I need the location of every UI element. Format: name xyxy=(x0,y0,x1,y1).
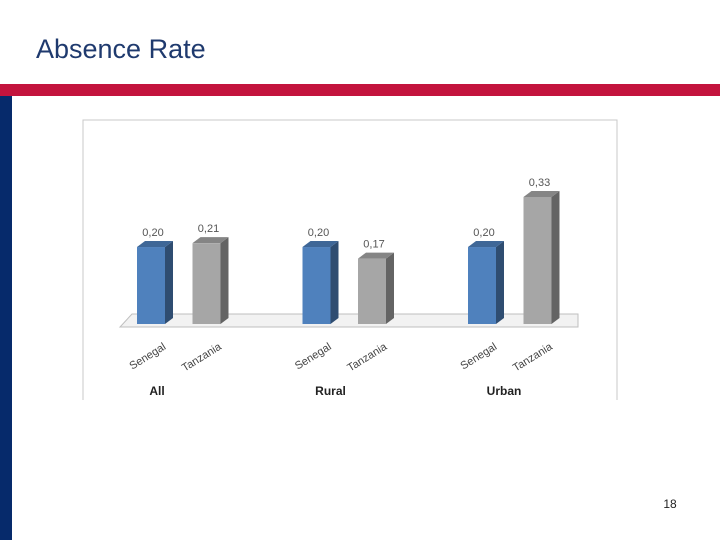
bar xyxy=(523,197,552,324)
bar-side xyxy=(330,241,339,324)
data-label: 0,17 xyxy=(363,238,384,250)
bar-side xyxy=(220,237,229,324)
bar xyxy=(358,258,386,324)
page-number: 18 xyxy=(663,497,677,511)
data-label: 0,20 xyxy=(473,227,494,239)
bar-top xyxy=(302,241,339,248)
data-label: 0,20 xyxy=(142,227,163,239)
category-label: Rural xyxy=(315,384,346,398)
bar xyxy=(302,247,331,324)
data-label: 0,20 xyxy=(308,227,329,239)
header-band xyxy=(0,84,720,96)
data-label: 0,33 xyxy=(529,177,550,189)
bar-top xyxy=(523,191,560,197)
bar-top xyxy=(192,237,229,244)
slide-title: Absence Rate xyxy=(36,34,206,64)
bar xyxy=(137,247,165,324)
bar-top xyxy=(468,241,504,248)
chart-floor xyxy=(118,313,579,328)
bar xyxy=(468,247,496,324)
bar-top xyxy=(137,241,173,248)
side-band xyxy=(0,96,12,540)
chart-frame xyxy=(82,119,618,400)
bar-side xyxy=(496,241,504,324)
bar-side xyxy=(386,252,394,324)
bar-side xyxy=(551,191,560,324)
category-label: Urban xyxy=(487,384,522,398)
bar xyxy=(192,243,221,324)
bar-top xyxy=(358,252,394,259)
data-label: 0,21 xyxy=(198,223,219,235)
bar-side xyxy=(165,241,173,324)
category-label: All xyxy=(149,384,164,398)
